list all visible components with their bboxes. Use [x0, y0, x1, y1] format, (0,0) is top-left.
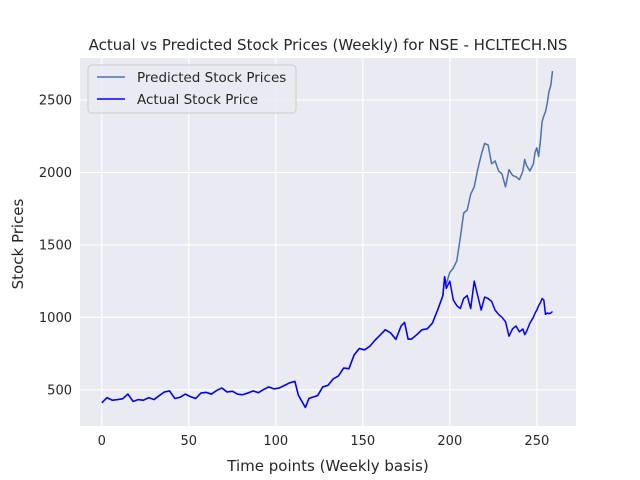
- x-axis-ticks: 0 50 100 150 200 250: [98, 434, 550, 449]
- y-tick-label: 1000: [39, 311, 72, 326]
- x-tick-label: 100: [263, 434, 288, 449]
- legend-label-actual: Actual Stock Price: [137, 92, 258, 108]
- y-axis-label: Stock Prices: [9, 198, 27, 289]
- y-tick-label: 500: [47, 383, 72, 398]
- legend-box: [87, 64, 297, 114]
- y-tick-label: 2000: [39, 166, 72, 181]
- series-line-actual: [101, 276, 553, 409]
- plot-area: [80, 58, 576, 426]
- x-tick-label: 0: [98, 434, 106, 449]
- x-axis-label: Time points (Weekly basis): [226, 457, 428, 475]
- y-tick-label: 2500: [39, 94, 72, 109]
- plot-background: [80, 58, 576, 426]
- legend: Predicted Stock Prices Actual Stock Price: [87, 64, 297, 114]
- x-tick-label: 250: [524, 434, 549, 449]
- y-axis-ticks: 500 1000 1500 2000 2500: [39, 94, 72, 399]
- chart-title: Actual vs Predicted Stock Prices (Weekly…: [89, 36, 568, 54]
- x-tick-label: 200: [437, 434, 462, 449]
- x-tick-label: 150: [350, 434, 375, 449]
- x-tick-label: 50: [180, 434, 197, 449]
- y-tick-label: 1500: [39, 238, 72, 253]
- legend-label-predicted: Predicted Stock Prices: [137, 70, 286, 86]
